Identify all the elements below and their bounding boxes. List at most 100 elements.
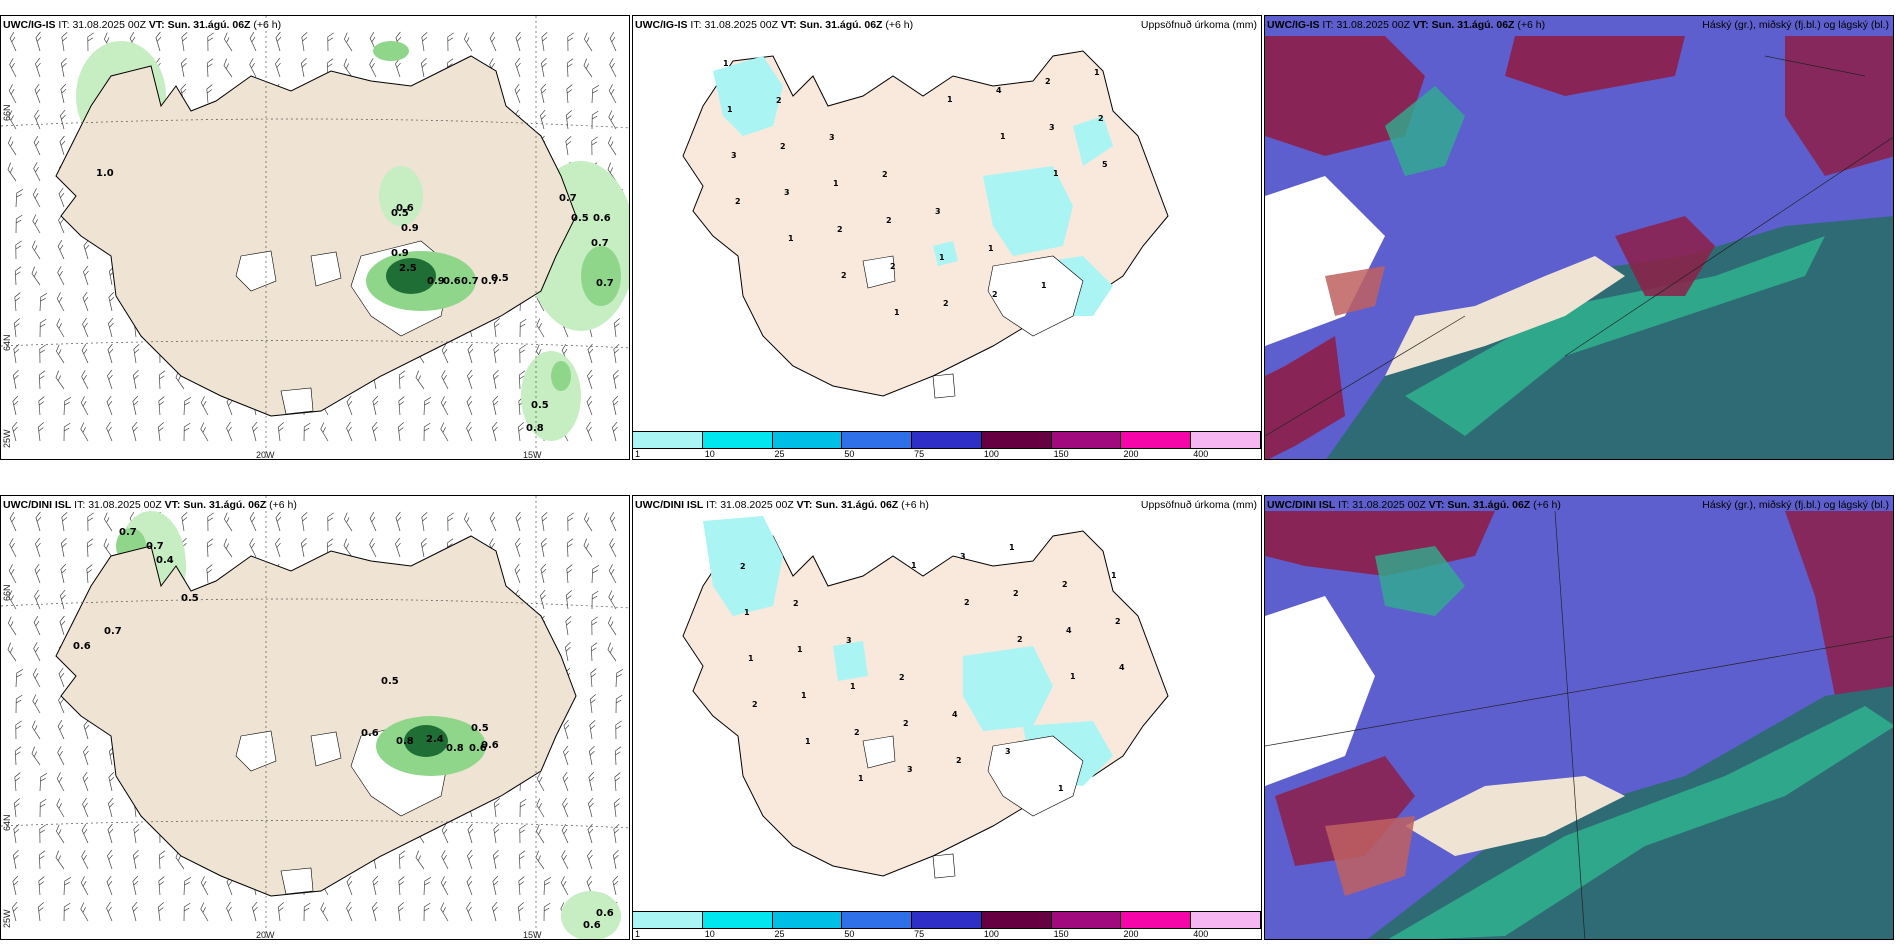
wind-barb [33, 642, 41, 662]
precip-value: 1 [805, 737, 811, 746]
wind-barb [12, 875, 19, 896]
wind-barb [108, 771, 115, 792]
wind-barb [106, 421, 113, 442]
wind-barb [543, 902, 551, 922]
precip-value: 2 [1045, 77, 1051, 86]
wind-barb [60, 83, 67, 104]
gust-value: 0.6 [583, 920, 601, 931]
precip-title: Uppsöfnuð úrkoma (mm) [1140, 19, 1257, 31]
precip-value: 4 [1066, 626, 1072, 635]
wind-barb [158, 850, 166, 870]
wind-barb [249, 58, 257, 78]
wind-barb [39, 293, 48, 312]
wind-barb [132, 395, 139, 416]
colorbar-tick: 75 [914, 449, 925, 459]
wind-barb [346, 875, 353, 896]
gust-value: 0.5 [491, 273, 509, 284]
gust-value: 0.6 [469, 743, 487, 754]
wind-barb [15, 214, 23, 234]
wind-barb [223, 58, 233, 78]
wind-barb [158, 396, 165, 416]
precip-value: 2 [776, 96, 782, 105]
wind-barb [515, 57, 521, 78]
precip-value: 1 [797, 645, 803, 654]
wind-barb [37, 902, 44, 922]
wind-barb [463, 32, 473, 52]
wind-barb [565, 136, 572, 156]
cloud-map[interactable] [1265, 16, 1894, 460]
axis-lat-66n: 66N [2, 104, 12, 121]
wind-barb [423, 397, 432, 416]
colorbar-segments [633, 431, 1261, 449]
wind-barb [441, 850, 449, 870]
wind-barb [586, 875, 593, 896]
precip-panel-row1[interactable]: UWC/IG-IS IT: 31.08.2025 00Z VT: Sun. 31… [632, 15, 1262, 460]
wind-barb [587, 823, 594, 844]
wind-barb [81, 850, 89, 870]
precip-value: 2 [992, 290, 998, 299]
wind-barb [587, 797, 594, 818]
precip-value: 2 [964, 598, 970, 607]
glaciers [862, 255, 1084, 399]
wind-barb [59, 615, 66, 636]
wind-barb [31, 266, 41, 286]
wind-barb [562, 797, 569, 818]
precip-panel-row2[interactable]: UWC/DINI ISL IT: 31.08.2025 00Z VT: Sun.… [632, 495, 1262, 940]
wind-barb [32, 214, 41, 234]
wind-barb [14, 746, 22, 766]
cloud-panel-row2[interactable]: UWC/DINI ISL IT: 31.08.2025 00Z VT: Sun.… [1264, 495, 1894, 940]
wind-barb [35, 57, 41, 78]
wind-barb [57, 266, 65, 286]
wind-barb [34, 589, 41, 610]
wind-barb [369, 511, 377, 532]
precip-map[interactable]: 1 2 3 2 3 1 1 1 1 2 1 2 1 2 2 2 3 3 2 2 2 4 3 5 2 1 2 1 1 1 1 [633, 16, 1262, 460]
precip-value: 3 [1049, 123, 1055, 132]
cloud-panel-row1[interactable]: UWC/IG-IS IT: 31.08.2025 00Z VT: Sun. 31… [1264, 15, 1894, 460]
wind-barb [397, 902, 404, 922]
wind-barb [14, 772, 21, 792]
wind-barb [583, 32, 593, 52]
wind-barb [183, 902, 191, 922]
wind-barb [108, 291, 115, 312]
wind-barb [590, 642, 598, 662]
precip-value: 1 [1111, 571, 1117, 580]
cloud-map[interactable] [1265, 496, 1894, 940]
wind-barb [83, 265, 89, 286]
wind-map[interactable]: 1.00.60.50.90.92.50.90.6 0.7 0.70.50.70.5 0… [1, 16, 630, 460]
colorbar-segment [702, 432, 773, 448]
wind-barb [181, 32, 188, 52]
colorbar-segment [633, 912, 703, 928]
precip-map[interactable]: 2 2 3 2 4 3 1 1 1 1 1 2 2 1 2 2 1 1 2 3 3 2 4 4 2 1 1 1 2 2 1 [633, 496, 1262, 940]
wind-barb [60, 57, 67, 78]
wind-panel-row1[interactable]: UWC/IG-IS IT: 31.08.2025 00Z VT: Sun. 31… [0, 15, 630, 460]
wind-barb [447, 32, 454, 52]
wind-barb [13, 798, 20, 818]
wind-barb [56, 292, 65, 312]
colorbar-segment [772, 912, 843, 928]
wind-barb [588, 771, 595, 792]
wind-barb [395, 537, 401, 558]
wind-barb [613, 798, 620, 818]
wind-barb [157, 902, 164, 922]
wind-barb [541, 32, 548, 52]
precip-value: 3 [784, 188, 790, 197]
precip-value: 1 [939, 253, 945, 262]
wind-barb [564, 641, 571, 662]
axis-lon-20w: 20W [256, 930, 275, 940]
graticule [1, 16, 629, 459]
axis-lon-20w: 20W [256, 450, 275, 460]
wind-map[interactable]: 0.70.70.40.50.70.60.50.60.8 2.40.8 0.60.50… [1, 496, 630, 940]
wind-barb [251, 421, 258, 442]
precip-value: 2 [793, 599, 799, 608]
panel-title: UWC/IG-IS IT: 31.08.2025 00Z VT: Sun. 31… [635, 19, 914, 31]
colorbar-segment [1051, 912, 1122, 928]
wind-barb [31, 720, 41, 740]
wind-panel-row2[interactable]: UWC/DINI ISL IT: 31.08.2025 00Z VT: Sun.… [0, 495, 630, 940]
panel-title: UWC/IG-IS IT: 31.08.2025 00Z VT: Sun. 31… [1267, 19, 1546, 31]
wind-barb [493, 798, 500, 818]
colorbar-tick: 150 [1053, 449, 1069, 459]
colorbar-segment [912, 432, 982, 448]
precip-value: 2 [854, 728, 860, 737]
iceland-land [55, 55, 577, 417]
wind-barb [536, 318, 545, 338]
